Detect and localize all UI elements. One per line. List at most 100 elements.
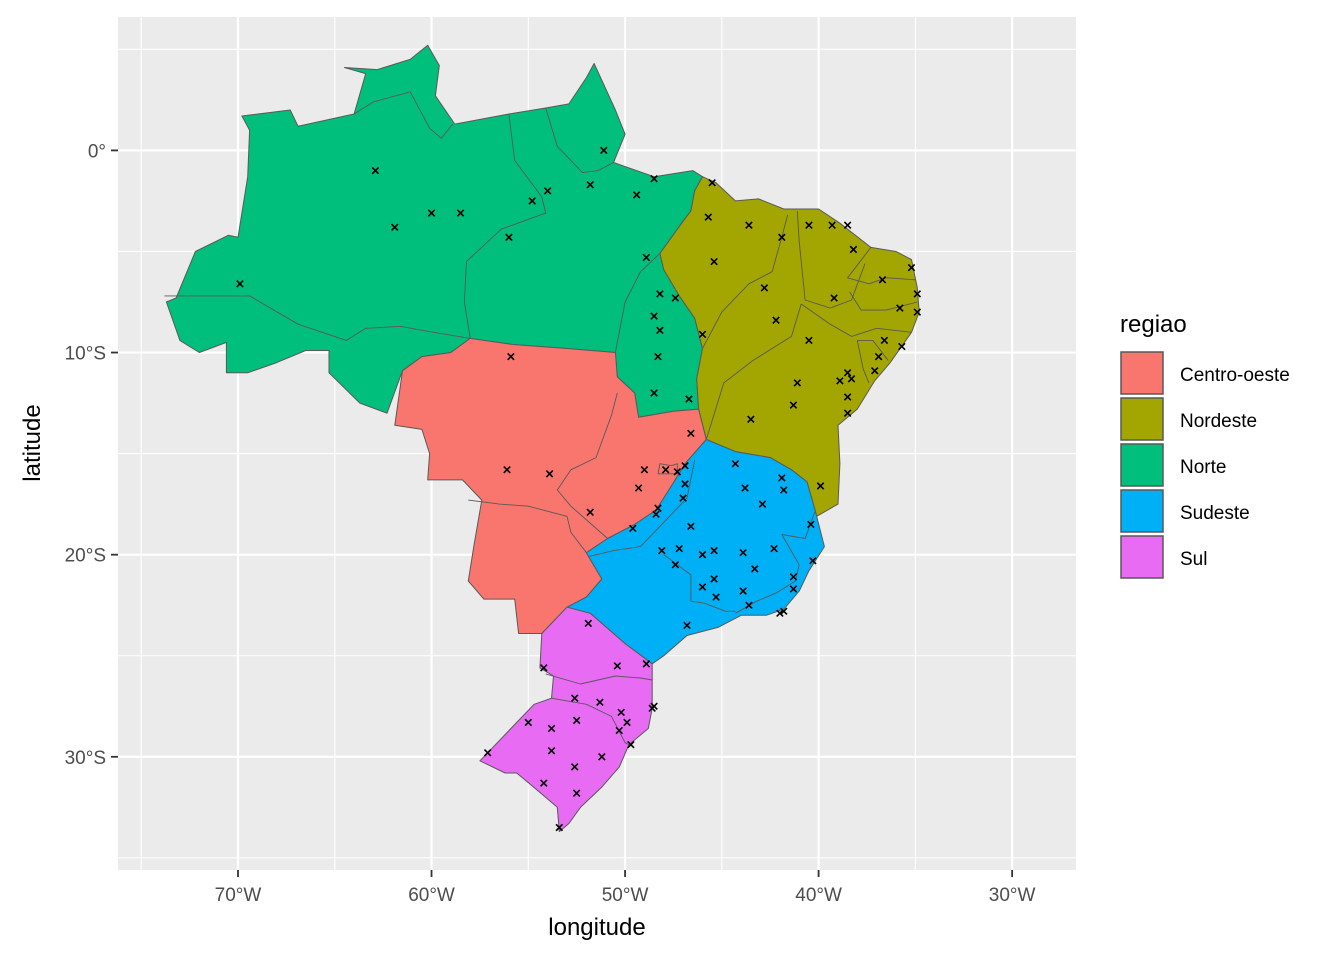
city-marker <box>600 146 608 155</box>
city-marker <box>816 482 825 490</box>
city-marker <box>789 573 798 581</box>
city-marker <box>545 470 554 478</box>
city-marker <box>698 550 707 559</box>
city-marker <box>712 593 720 601</box>
legend-item-centro-oeste: Centro-oeste <box>1120 351 1290 395</box>
legend: regiao Centro-oeste Nordeste Norte Sudes… <box>1120 311 1290 579</box>
state-border <box>545 673 653 685</box>
legend-item-norte: Norte <box>1120 443 1226 487</box>
city-marker <box>675 544 684 553</box>
state-border <box>614 253 661 353</box>
state-borders <box>164 91 918 746</box>
city-marker <box>586 181 594 189</box>
x-tick-label: 60°W <box>408 885 455 906</box>
city-marker <box>772 316 780 324</box>
city-marker <box>673 468 682 476</box>
city-marker <box>683 621 691 630</box>
city-marker <box>654 352 662 361</box>
city-marker <box>656 290 664 298</box>
legend-label-sul: Sul <box>1180 549 1207 570</box>
city-marker <box>627 740 635 749</box>
city-marker <box>836 377 844 385</box>
city-marker <box>739 587 747 595</box>
region-sudeste <box>566 439 825 665</box>
city-marker <box>789 585 798 593</box>
city-marker <box>776 609 784 618</box>
city-marker <box>547 724 556 733</box>
state-border <box>556 392 618 539</box>
legend-key-centro-oeste <box>1120 351 1164 395</box>
city-marker <box>849 245 858 254</box>
state-border <box>857 339 889 361</box>
city-marker <box>805 336 813 345</box>
state-border <box>702 214 789 349</box>
city-marker <box>828 221 836 229</box>
state-border <box>705 303 802 440</box>
city-marker <box>704 213 713 221</box>
city-marker <box>758 500 767 508</box>
city-marker <box>778 474 786 482</box>
city-marker <box>698 583 707 591</box>
state-border <box>657 463 678 475</box>
x-tick-label: 30°W <box>989 885 1036 906</box>
city-marker <box>698 330 707 339</box>
city-marker <box>650 389 658 397</box>
city-marker <box>687 522 695 531</box>
city-marker <box>572 789 581 797</box>
city-marker <box>870 366 879 375</box>
state-border <box>545 107 614 174</box>
city-marker <box>540 664 548 672</box>
city-marker <box>745 221 753 229</box>
city-marker <box>543 187 552 195</box>
city-marker <box>778 233 786 242</box>
city-marker <box>540 779 548 787</box>
city-marker <box>687 429 695 438</box>
city-marker <box>750 565 759 573</box>
y-tick-label: 20°S <box>65 546 106 567</box>
city-marker <box>807 520 815 529</box>
city-marker <box>741 484 749 492</box>
city-marker <box>760 284 769 292</box>
legend-title: regiao <box>1120 311 1187 338</box>
state-border <box>847 247 916 285</box>
city-marker <box>789 401 798 409</box>
city-marker <box>650 174 658 183</box>
state-border <box>856 340 870 384</box>
city-marker <box>427 209 436 217</box>
legend-item-sul: Sul <box>1120 535 1207 579</box>
city-marker <box>642 660 651 668</box>
city-marker <box>843 409 852 417</box>
state-border <box>796 210 866 309</box>
city-marker <box>572 716 581 725</box>
city-marker <box>584 619 593 628</box>
city-marker <box>503 466 511 474</box>
state-border <box>800 303 912 337</box>
city-marker <box>650 312 658 320</box>
city-marker <box>779 486 788 494</box>
city-marker <box>809 556 817 565</box>
city-marker <box>770 544 778 553</box>
city-marker <box>874 352 883 361</box>
state-border <box>781 512 816 539</box>
city-marker <box>731 459 740 468</box>
city-marker <box>779 607 788 616</box>
city-marker <box>679 494 687 502</box>
region-sul <box>479 606 653 833</box>
city-marker <box>793 379 802 387</box>
city-marker <box>913 290 922 298</box>
state-border <box>249 295 471 341</box>
city-marker <box>656 326 664 335</box>
legend-item-sudeste: Sudeste <box>1120 489 1250 533</box>
city-marker <box>586 508 594 516</box>
city-marker <box>507 352 515 361</box>
city-marker <box>483 748 492 757</box>
city-marker <box>613 662 622 670</box>
city-marker <box>623 718 631 727</box>
city-marker <box>685 395 693 403</box>
city-marker <box>629 524 637 533</box>
city-marker <box>880 336 889 345</box>
x-axis-title: longitude <box>548 914 645 941</box>
city-marker <box>570 694 579 702</box>
city-marker <box>654 504 662 512</box>
city-marker <box>708 178 716 187</box>
